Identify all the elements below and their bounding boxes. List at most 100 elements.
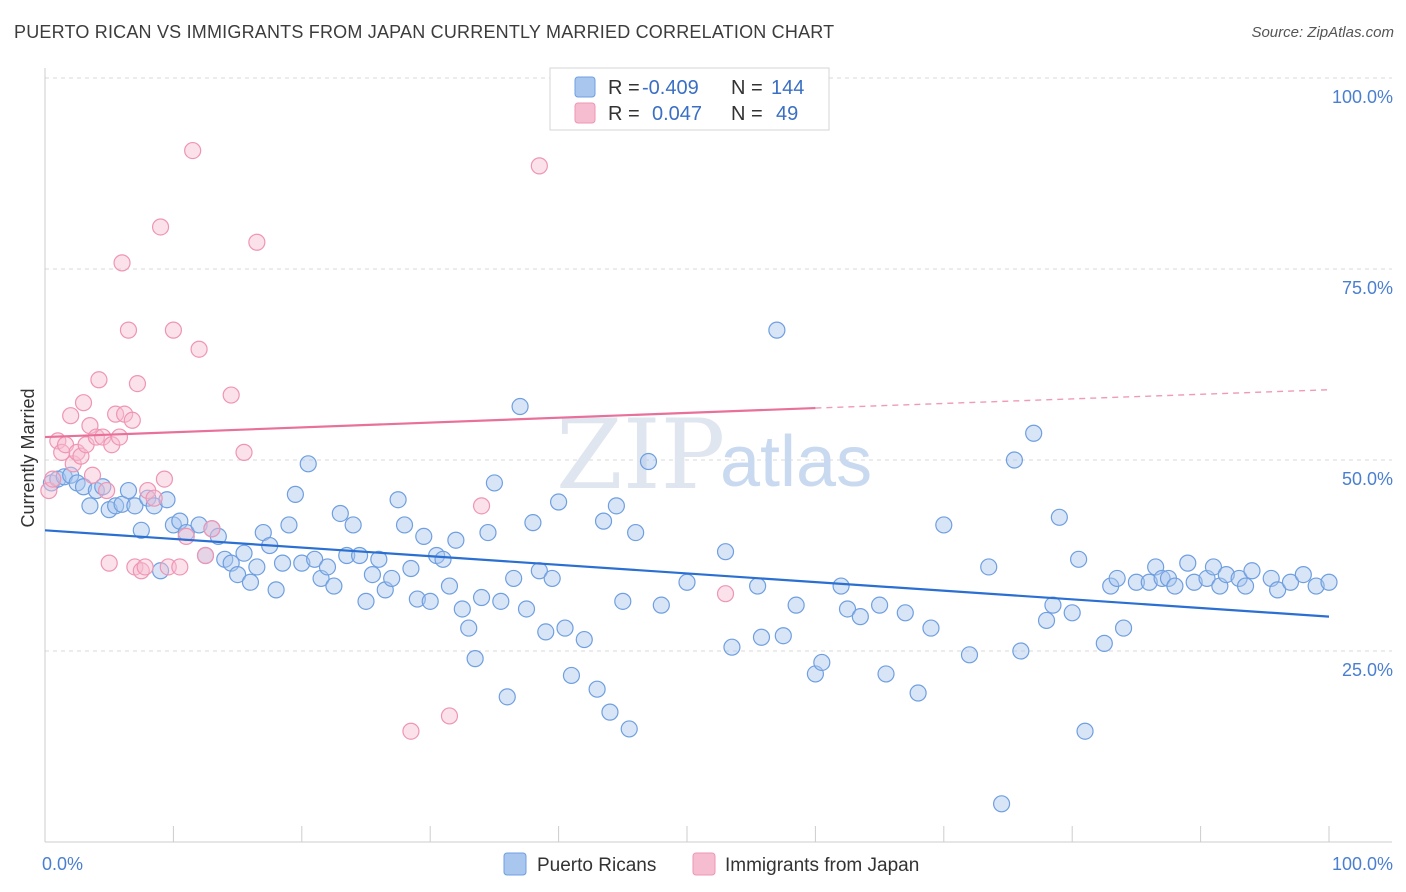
puerto-rican-point-107 <box>909 684 927 702</box>
legend-r-value-1: -0.409 <box>642 77 699 99</box>
puerto-rican-point-50 <box>370 550 388 568</box>
puerto-rican-point-18 <box>158 491 176 509</box>
puerto-rican-point-31 <box>248 558 266 576</box>
puerto-rican-point-111 <box>980 558 998 576</box>
y-tick-labels: 25.0% 50.0% 75.0% 100.0% <box>1332 87 1393 680</box>
japan-immigrant-point-39 <box>196 546 215 565</box>
puerto-rican-point-144 <box>1294 565 1312 584</box>
puerto-rican-point-48 <box>357 592 375 610</box>
puerto-rican-point-104 <box>870 596 889 614</box>
series-legend-swatch-pink <box>692 852 716 876</box>
x-tick-labels: 0.0% 100.0% <box>42 854 1393 874</box>
puerto-rican-point-133 <box>1185 573 1203 591</box>
puerto-rican-point-30 <box>241 573 260 591</box>
trend-lines <box>44 389 1330 618</box>
puerto-rican-point-83 <box>594 512 613 530</box>
puerto-rican-point-84 <box>601 703 619 721</box>
japan-immigrant-point-35 <box>171 558 189 576</box>
puerto-rican-point-106 <box>896 604 914 622</box>
puerto-rican-point-121 <box>1076 722 1094 740</box>
puerto-rican-point-53 <box>389 491 407 509</box>
puerto-rican-point-66 <box>472 588 491 607</box>
puerto-rican-point-98 <box>787 596 805 614</box>
puerto-rican-point-47 <box>350 546 369 565</box>
puerto-rican-point-102 <box>838 600 857 618</box>
puerto-rican-point-108 <box>922 619 940 637</box>
puerto-rican-point-71 <box>505 569 523 588</box>
puerto-rican-point-124 <box>1108 569 1126 588</box>
series-legend-label-2: Immigrants from Japan <box>725 855 919 876</box>
puerto-rican-point-137 <box>1217 565 1235 584</box>
puerto-rican-point-116 <box>1037 611 1056 630</box>
puerto-rican-point-52 <box>383 569 401 588</box>
puerto-rican-point-10 <box>107 497 125 515</box>
japan-immigrant-point-47 <box>530 157 548 175</box>
puerto-rican-point-29 <box>235 544 253 562</box>
chart-title: PUERTO RICAN VS IMMIGRANTS FROM JAPAN CU… <box>14 22 835 42</box>
puerto-rican-point-86 <box>614 592 632 610</box>
puerto-rican-point-119 <box>1063 604 1081 622</box>
puerto-rican-point-113 <box>1005 451 1024 469</box>
x-tick-label-0: 0.0% <box>42 854 83 874</box>
legend-swatch-blue <box>574 76 596 98</box>
puerto-rican-point-40 <box>306 550 324 568</box>
japan-immigrant-point-26 <box>128 375 147 393</box>
puerto-rican-point-35 <box>273 554 292 572</box>
trend-line-japan-solid <box>44 406 816 439</box>
puerto-rican-point-73 <box>517 600 536 618</box>
japan-immigrant-point-37 <box>184 141 202 160</box>
puerto-rican-point-110 <box>960 646 979 664</box>
puerto-rican-point-100 <box>813 653 831 672</box>
puerto-rican-point-125 <box>1114 619 1133 637</box>
japan-immigrant-point-9 <box>74 394 93 412</box>
puerto-rican-point-44 <box>331 504 349 523</box>
x-tick-label-1: 100.0% <box>1332 854 1393 874</box>
puerto-rican-point-79 <box>556 619 574 637</box>
puerto-rican-point-13 <box>126 497 144 515</box>
puerto-rican-point-94 <box>749 577 767 595</box>
puerto-rican-point-34 <box>267 581 285 599</box>
puerto-rican-point-76 <box>537 623 555 641</box>
japan-immigrant-point-28 <box>136 558 154 576</box>
japan-immigrant-point-46 <box>472 497 491 515</box>
puerto-rican-point-105 <box>877 665 895 683</box>
puerto-rican-point-89 <box>639 452 658 471</box>
puerto-rican-point-65 <box>466 650 484 668</box>
puerto-rican-point-11 <box>113 495 131 513</box>
puerto-rican-point-72 <box>511 397 529 416</box>
puerto-rican-point-120 <box>1070 550 1088 568</box>
y-tick-label-1: 50.0% <box>1342 469 1393 489</box>
japan-immigrant-point-21 <box>113 254 131 272</box>
japan-immigrant-point-43 <box>248 233 266 251</box>
puerto-rican-point-92 <box>716 543 735 561</box>
puerto-rican-point-91 <box>678 573 696 591</box>
puerto-rican-point-90 <box>652 596 670 614</box>
watermark-atlas: atlas <box>720 422 872 502</box>
puerto-rican-point-114 <box>1012 642 1030 660</box>
puerto-rican-point-145 <box>1307 577 1325 595</box>
y-axis-label: Currently Married <box>18 388 38 527</box>
puerto-rican-point-103 <box>851 608 869 626</box>
puerto-rican-point-43 <box>325 577 343 595</box>
puerto-rican-point-132 <box>1179 554 1197 572</box>
trend-line-puerto-ricans <box>44 529 1330 618</box>
puerto-rican-point-101 <box>832 577 850 595</box>
japan-immigrant-point-23 <box>119 321 138 339</box>
puerto-rican-point-139 <box>1236 577 1255 595</box>
legend-r-value-2: 0.047 <box>652 103 702 125</box>
puerto-rican-point-38 <box>293 554 311 572</box>
puerto-rican-point-22 <box>190 516 208 534</box>
puerto-rican-point-61 <box>440 577 459 595</box>
y-tick-label-0: 25.0% <box>1342 660 1393 680</box>
legend-r-label-1: R = <box>608 77 640 99</box>
puerto-rican-point-117 <box>1044 596 1062 614</box>
japan-immigrant-point-38 <box>190 340 208 358</box>
puerto-rican-point-5 <box>74 478 93 496</box>
puerto-rican-point-115 <box>1025 424 1043 442</box>
japan-immigrant-point-5 <box>62 407 80 425</box>
series-legend: Puerto Ricans Immigrants from Japan <box>503 852 919 876</box>
legend-r-label-2: R = <box>608 103 640 125</box>
japan-immigrant-point-16 <box>98 481 116 500</box>
japan-immigrant-point-17 <box>100 554 118 572</box>
y-tick-label-3: 100.0% <box>1332 87 1393 107</box>
